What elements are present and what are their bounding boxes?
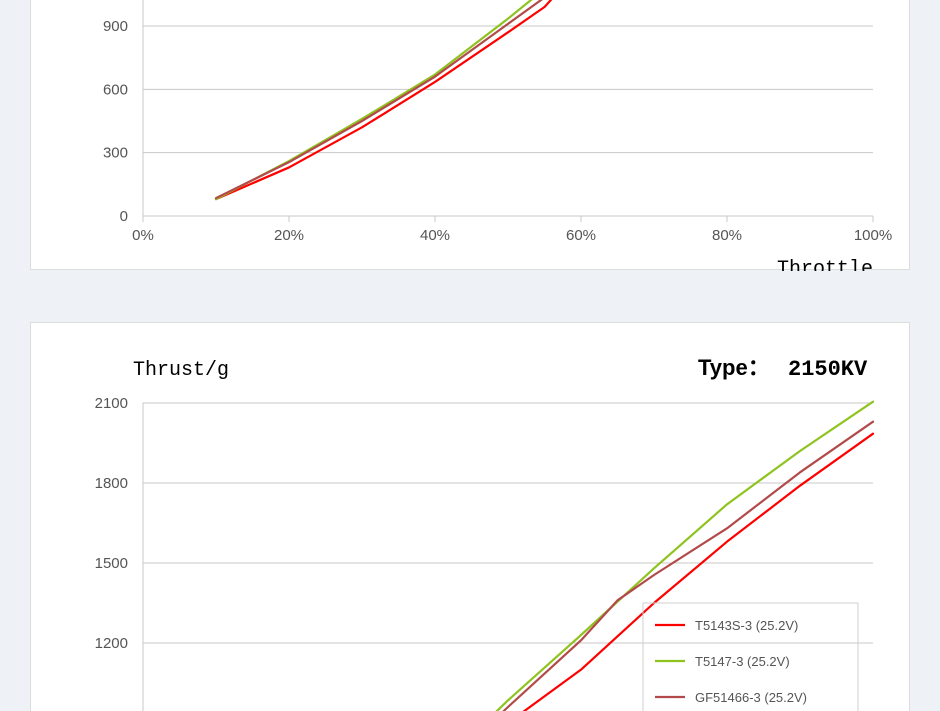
thrust-throttle-chart-bottom: 030060090012001500180021000%20%40%60%80%… xyxy=(31,323,911,711)
x-tick-label: 100% xyxy=(854,227,892,244)
y-tick-label: 1200 xyxy=(95,635,128,652)
y-tick-label: 900 xyxy=(103,18,128,35)
y-axis-title: Thrust/g xyxy=(133,359,229,382)
x-tick-label: 40% xyxy=(420,227,450,244)
chart-card-top: 03006009001200150018000%20%40%60%80%100%… xyxy=(30,0,910,270)
legend-label: GF51466-3 (25.2V) xyxy=(695,690,807,705)
thrust-throttle-chart-top: 03006009001200150018000%20%40%60%80%100%… xyxy=(31,0,911,271)
series-line xyxy=(216,0,566,199)
legend-label: T5143S-3 (25.2V) xyxy=(695,618,798,633)
chart-card-bottom: 030060090012001500180021000%20%40%60%80%… xyxy=(30,322,910,711)
y-tick-label: 0 xyxy=(120,208,128,225)
y-tick-label: 2100 xyxy=(95,395,128,412)
y-tick-label: 300 xyxy=(103,145,128,162)
x-axis-title: Throttle xyxy=(777,258,873,271)
y-tick-label: 1500 xyxy=(95,555,128,572)
y-tick-label: 600 xyxy=(103,81,128,98)
x-tick-label: 20% xyxy=(274,227,304,244)
legend-label: T5147-3 (25.2V) xyxy=(695,654,790,669)
y-tick-label: 1800 xyxy=(95,475,128,492)
x-tick-label: 0% xyxy=(132,227,154,244)
series-line xyxy=(216,434,873,711)
x-tick-label: 80% xyxy=(712,227,742,244)
chart-header-value: 2150KV xyxy=(788,357,868,382)
x-tick-label: 60% xyxy=(566,227,596,244)
series-line xyxy=(216,0,566,198)
page-background: 0 300 600 900 1200 1500 1800 0% 20% 40% 60% 80% 100%… xyxy=(0,0,940,711)
chart-header-label: Type： xyxy=(698,355,770,380)
